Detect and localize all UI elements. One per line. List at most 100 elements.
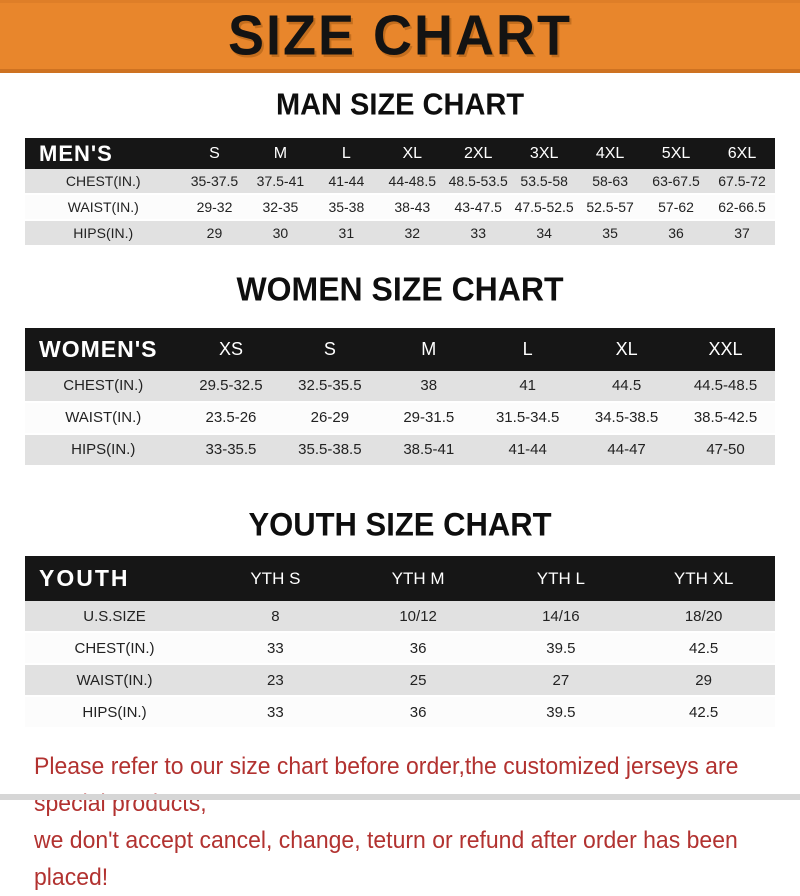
size-value-cell: 36 bbox=[409, 703, 427, 721]
size-column-header: 4XL bbox=[595, 144, 625, 162]
size-value-cell: 47.5-52.5 bbox=[514, 199, 574, 216]
size-value-cell: 29-31.5 bbox=[403, 409, 455, 427]
size-column-header: 6XL bbox=[727, 144, 757, 162]
size-value-cell: 29 bbox=[206, 225, 223, 242]
size-value-cell: 36 bbox=[668, 225, 684, 242]
size-value-cell: 33-35.5 bbox=[205, 441, 257, 459]
size-value-cell: 44.5 bbox=[611, 377, 642, 395]
size-value-cell: 38-43 bbox=[394, 199, 431, 216]
measurement-label: WAIST(IN.) bbox=[76, 671, 153, 689]
size-value-cell: 44-48.5 bbox=[388, 173, 437, 190]
measurement-label: CHEST(IN.) bbox=[63, 377, 144, 395]
women-section-heading: WOMEN SIZE CHART bbox=[236, 270, 564, 309]
table-row: HIPS(IN.) 29 30 31 32 33 34 35 36 37 bbox=[25, 220, 775, 247]
size-column-header: XS bbox=[218, 338, 243, 359]
size-value-cell: 53.5-58 bbox=[520, 173, 568, 190]
size-column-header: 2XL bbox=[463, 144, 493, 162]
table-row: CHEST(IN.) 33 36 39.5 42.5 bbox=[25, 632, 775, 665]
size-value-cell: 41-44 bbox=[328, 173, 365, 190]
size-value-cell: 39.5 bbox=[546, 639, 576, 657]
size-value-cell: 33 bbox=[267, 639, 284, 657]
size-value-cell: 37.5-41 bbox=[256, 173, 305, 190]
table-row: WAIST(IN.) 29-32 32-35 35-38 38-43 43-47.5 47.… bbox=[25, 194, 775, 221]
size-value-cell: 32.5-35.5 bbox=[298, 377, 362, 395]
table-row: WAIST(IN.) 23 25 27 29 bbox=[25, 664, 775, 697]
size-column-header: YTH S bbox=[250, 568, 301, 588]
size-value-cell: 42.5 bbox=[689, 703, 719, 721]
measurement-label: U.S.SIZE bbox=[83, 607, 146, 625]
banner-title: SIZE CHART bbox=[228, 4, 572, 68]
size-value-cell: 67.5-72 bbox=[718, 173, 766, 190]
table-row: HIPS(IN.) 33 36 39.5 42.5 bbox=[25, 696, 775, 729]
size-value-cell: 38.5-41 bbox=[403, 441, 455, 459]
table-row: WAIST(IN.) 23.5-26 26-29 29-31.5 31.5-34.5 34… bbox=[25, 401, 775, 434]
size-column-header: XL bbox=[402, 144, 423, 162]
size-column-header: 3XL bbox=[529, 144, 559, 162]
size-value-cell: 33 bbox=[470, 225, 486, 242]
size-value-cell: 43-47.5 bbox=[454, 199, 502, 216]
measurement-label: WAIST(IN.) bbox=[65, 409, 142, 427]
size-value-cell: 42.5 bbox=[689, 639, 719, 657]
size-value-cell: 57-62 bbox=[658, 199, 694, 216]
size-value-cell: 41 bbox=[519, 377, 537, 395]
size-value-cell: 36 bbox=[409, 639, 427, 657]
youth-size-table: YOUTH YTH S YTH M YTH L YTH XL U.S.SIZE 8 10/12… bbox=[25, 556, 775, 729]
size-column-header: S bbox=[323, 338, 336, 359]
size-column-header: M bbox=[273, 144, 288, 162]
size-value-cell: 33 bbox=[267, 703, 284, 721]
size-value-cell: 31.5-34.5 bbox=[495, 409, 560, 427]
size-value-cell: 25 bbox=[409, 671, 427, 689]
size-column-header: M bbox=[421, 338, 437, 359]
size-value-cell: 23.5-26 bbox=[205, 409, 257, 427]
bottom-edge-strip bbox=[0, 794, 800, 800]
size-column-header: YTH L bbox=[536, 568, 585, 588]
size-value-cell: 18/20 bbox=[684, 607, 723, 625]
table-header-row: WOMEN'S XS S M L XL XXL bbox=[25, 327, 775, 371]
size-value-cell: 30 bbox=[272, 225, 289, 242]
measurement-label: CHEST(IN.) bbox=[65, 173, 141, 190]
men-size-table: MEN'S S M L XL 2XL 3XL 4XL 5XL 6XL CHEST(IN.) 35-37… bbox=[25, 138, 775, 247]
size-column-header: XXL bbox=[708, 338, 743, 359]
table-header-row: YOUTH YTH S YTH M YTH L YTH XL bbox=[25, 556, 775, 602]
measurement-label: HIPS(IN.) bbox=[73, 225, 134, 242]
youth-section-heading: YOUTH SIZE CHART bbox=[248, 505, 552, 543]
disclaimer-line-2: we don't accept cancel, change, teturn o… bbox=[34, 826, 738, 891]
table-row: CHEST(IN.) 35-37.5 37.5-41 41-44 44-48.5 48.5… bbox=[25, 169, 775, 195]
size-value-cell: 8 bbox=[271, 607, 280, 625]
size-value-cell: 52.5-57 bbox=[586, 199, 634, 216]
table-header-row: MEN'S S M L XL 2XL 3XL 4XL 5XL 6XL bbox=[25, 138, 775, 170]
men-size-section: MAN SIZE CHART MEN'S S M L XL 2XL 3XL 4XL 5XL 6XL… bbox=[0, 88, 800, 247]
size-column-header: S bbox=[209, 144, 220, 162]
size-value-cell: 29-32 bbox=[196, 199, 233, 216]
size-value-cell: 35-38 bbox=[328, 199, 365, 216]
women-size-section: WOMEN SIZE CHART WOMEN'S XS S M L XL XXL CHEST(… bbox=[0, 270, 800, 467]
measurement-label: HIPS(IN.) bbox=[82, 703, 147, 721]
size-column-header: L bbox=[522, 338, 533, 359]
table-row: HIPS(IN.) 33-35.5 35.5-38.5 38.5-41 41-44 44-… bbox=[25, 433, 775, 466]
size-value-cell: 27 bbox=[552, 671, 570, 689]
size-value-cell: 34.5-38.5 bbox=[594, 409, 659, 427]
size-value-cell: 29.5-32.5 bbox=[199, 377, 263, 395]
size-value-cell: 32 bbox=[404, 225, 421, 242]
table-title-cell: WOMEN'S bbox=[39, 335, 158, 362]
size-value-cell: 32-35 bbox=[262, 199, 299, 216]
measurement-label: HIPS(IN.) bbox=[71, 441, 136, 459]
size-value-cell: 63-67.5 bbox=[652, 173, 700, 190]
size-column-header: YTH XL bbox=[673, 568, 734, 588]
size-value-cell: 38.5-42.5 bbox=[693, 409, 758, 427]
size-value-cell: 35-37.5 bbox=[190, 173, 239, 190]
size-value-cell: 47-50 bbox=[706, 441, 745, 459]
table-row: CHEST(IN.) 29.5-32.5 32.5-35.5 38 41 44.5 44.5… bbox=[25, 370, 775, 402]
table-row: U.S.SIZE 8 10/12 14/16 18/20 bbox=[25, 601, 775, 633]
size-value-cell: 38 bbox=[420, 377, 438, 395]
size-value-cell: 35.5-38.5 bbox=[298, 441, 362, 459]
size-value-cell: 41-44 bbox=[508, 441, 547, 459]
size-value-cell: 44-47 bbox=[607, 441, 646, 459]
size-value-cell: 62-66.5 bbox=[718, 199, 766, 216]
size-value-cell: 58-63 bbox=[592, 173, 628, 190]
size-chart-banner: SIZE CHART bbox=[0, 0, 800, 73]
table-title-cell: YOUTH bbox=[39, 565, 130, 592]
youth-size-section: YOUTH SIZE CHART YOUTH YTH S YTH M YTH L YTH… bbox=[0, 505, 800, 729]
size-value-cell: 23 bbox=[267, 671, 284, 689]
size-value-cell: 44.5-48.5 bbox=[693, 377, 758, 395]
